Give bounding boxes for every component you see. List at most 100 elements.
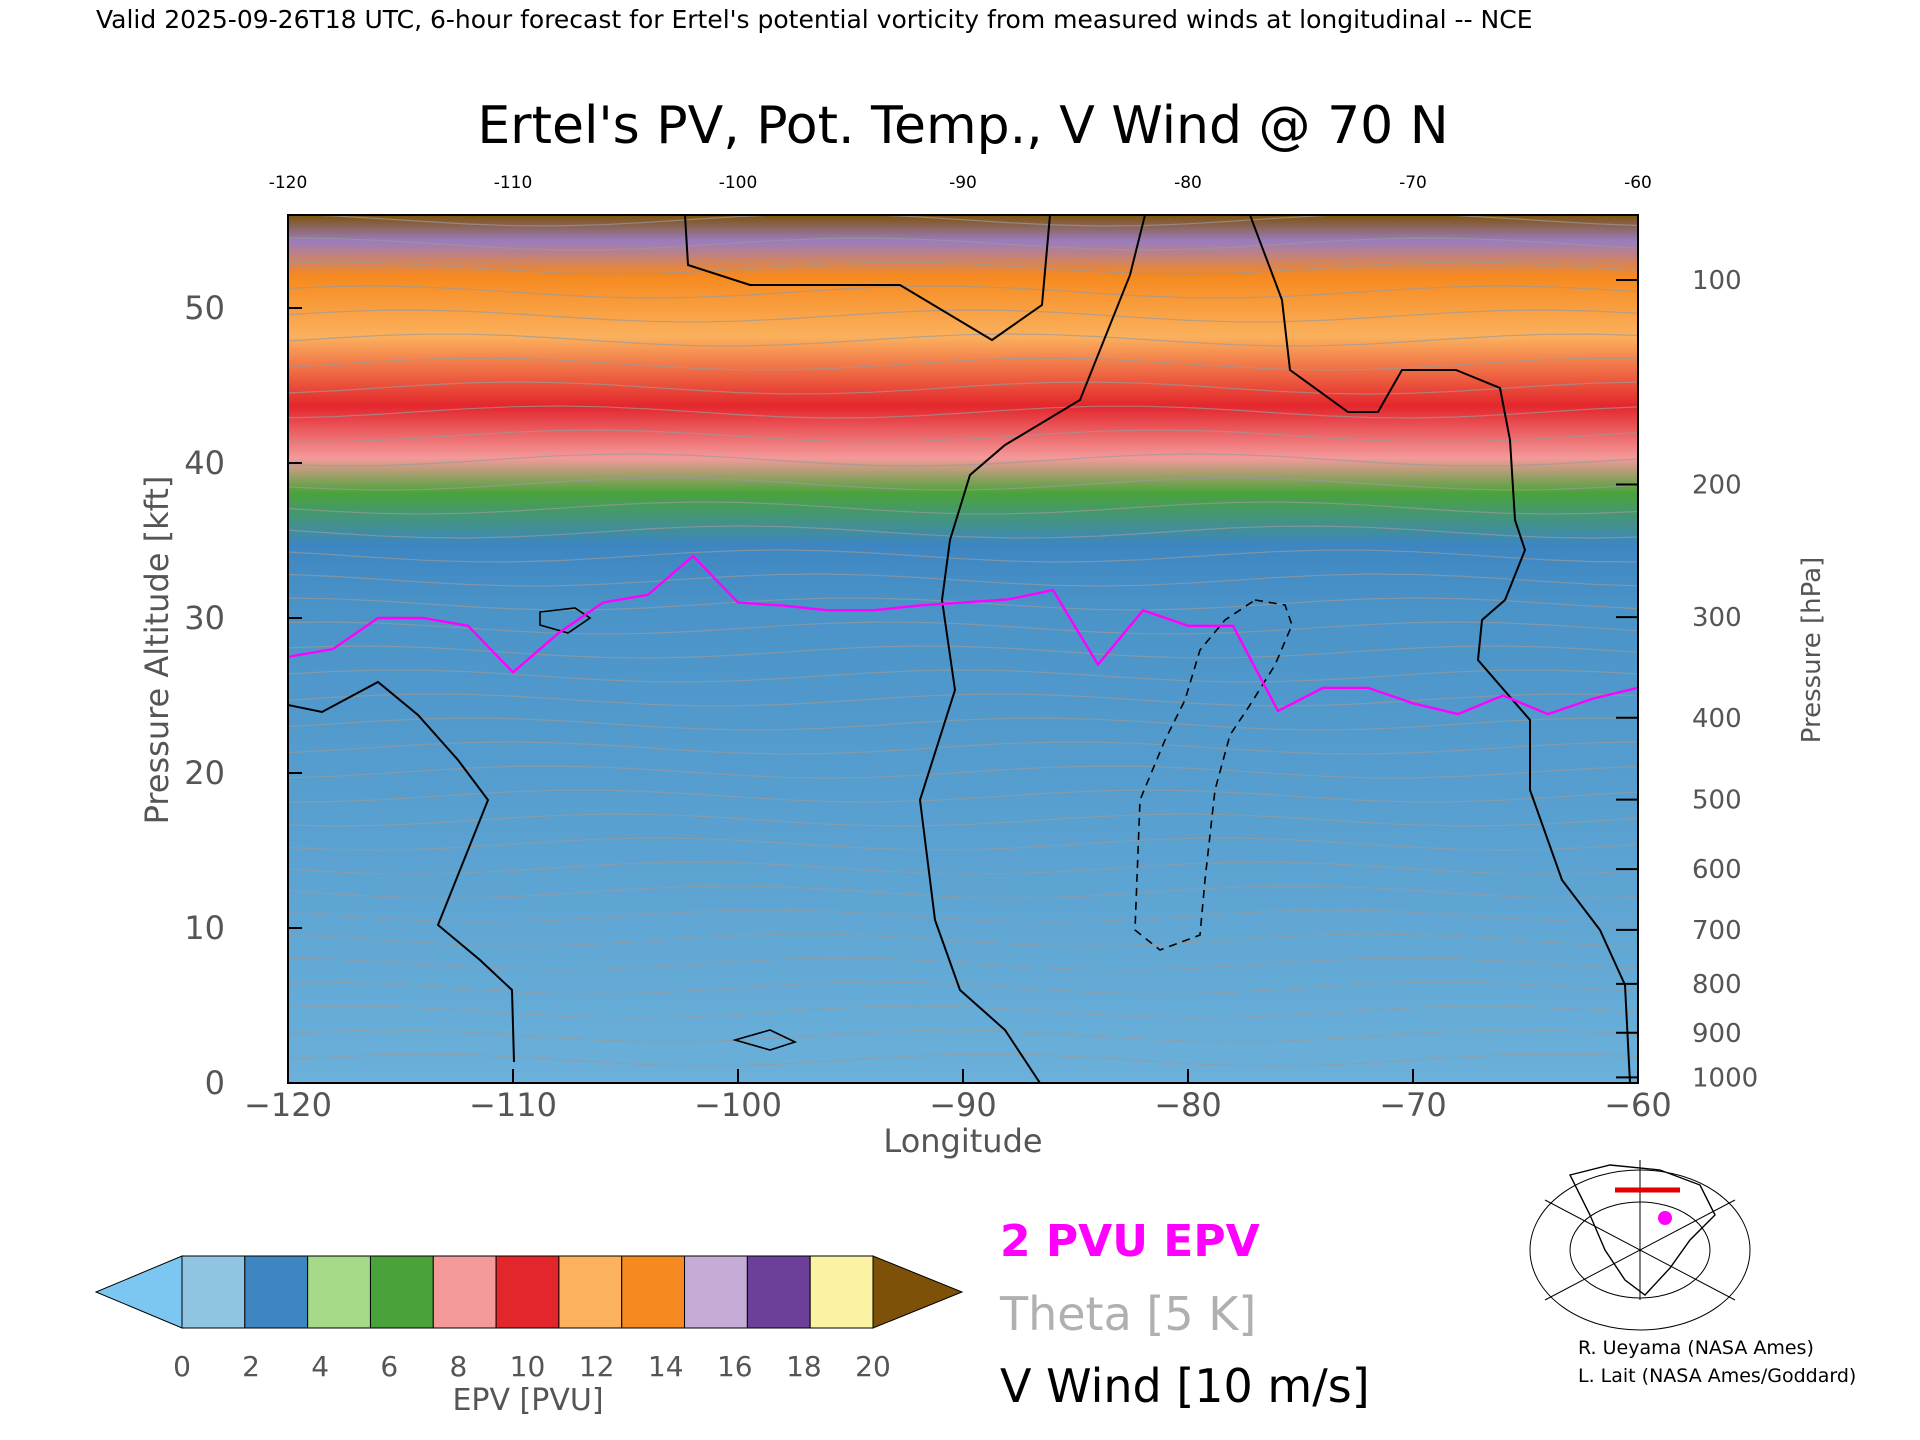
x-tick-label: −110 bbox=[469, 1086, 557, 1124]
legend-vwind: V Wind [10 m/s] bbox=[1000, 1359, 1370, 1413]
colorbar-segment bbox=[621, 1255, 686, 1329]
theta-contour bbox=[288, 909, 1638, 923]
y-axis-title-right: Pressure [hPa] bbox=[1797, 557, 1827, 744]
y-axis-title-left: Pressure Altitude [kft] bbox=[138, 476, 176, 825]
theta-contour bbox=[288, 549, 1638, 563]
theta-contour bbox=[288, 621, 1638, 635]
theta-contour bbox=[288, 717, 1638, 731]
theta-contour bbox=[288, 405, 1638, 419]
top-tick-label: -60 bbox=[1624, 173, 1652, 193]
wind-contour-zero-west bbox=[288, 680, 515, 1063]
x-axis-title: Longitude bbox=[883, 1122, 1042, 1160]
colorbar-label: EPV [PVU] bbox=[452, 1383, 603, 1418]
x-tick-label: −70 bbox=[1379, 1086, 1447, 1124]
colorbar-segment bbox=[432, 1255, 497, 1329]
x-tick-label: −100 bbox=[694, 1086, 782, 1124]
colorbar-tick-label: 2 bbox=[242, 1350, 260, 1383]
colorbar-tick-label: 4 bbox=[311, 1350, 329, 1383]
colorbar-tick-label: 6 bbox=[380, 1350, 398, 1383]
colorbar-segment bbox=[307, 1255, 371, 1329]
colorbar-tick-label: 20 bbox=[855, 1350, 891, 1383]
theta-contour bbox=[288, 381, 1638, 395]
pressure-tick-label: 200 bbox=[1692, 470, 1742, 500]
theta-contour bbox=[288, 741, 1638, 755]
colorbar: 0 2 4 6 8 10 12 14 16 18 20 bbox=[94, 1255, 964, 1383]
credit-line-1: R. Ueyama (NASA Ames) bbox=[1578, 1337, 1814, 1359]
chart-title: Ertel's PV, Pot. Temp., V Wind @ 70 N bbox=[477, 96, 1448, 156]
theta-contour bbox=[288, 645, 1638, 659]
y-tick-label: 40 bbox=[184, 444, 225, 482]
colorbar-segment bbox=[181, 1255, 246, 1329]
pressure-tick-label: 300 bbox=[1692, 603, 1742, 633]
theta-contour bbox=[288, 861, 1638, 875]
locator-map bbox=[1529, 1150, 1751, 1331]
theta-contour bbox=[288, 309, 1638, 323]
x-tick-label: −60 bbox=[1604, 1086, 1672, 1124]
wind-contour-zero-mid bbox=[918, 215, 1146, 1083]
theta-contour bbox=[288, 429, 1638, 443]
plot-area bbox=[288, 215, 1638, 1083]
theta-contour bbox=[288, 885, 1638, 899]
colorbar-segment bbox=[684, 1255, 748, 1329]
credit-line-2: L. Lait (NASA Ames/Goddard) bbox=[1578, 1365, 1857, 1387]
pressure-tick-label: 700 bbox=[1692, 916, 1742, 946]
pv-2pvu-polyline bbox=[288, 554, 1638, 716]
theta-contour bbox=[288, 837, 1638, 851]
pressure-tick-label: 600 bbox=[1692, 855, 1742, 885]
x-tick-label: −80 bbox=[1154, 1086, 1222, 1124]
axes: −120 -120 −110 -110 −100 -100 −90 -90 −80 -80 −70 -… bbox=[184, 173, 1758, 1124]
theta-contour bbox=[288, 765, 1638, 779]
y-tick-label: 20 bbox=[184, 754, 225, 792]
x-tick-label: −90 bbox=[929, 1086, 997, 1124]
theta-contour bbox=[288, 285, 1638, 299]
colorbar-segment bbox=[809, 1255, 874, 1329]
pressure-tick-label: 1000 bbox=[1692, 1063, 1758, 1093]
colorbar-tick-label: 8 bbox=[449, 1350, 467, 1383]
wind-contour-neg10 bbox=[1134, 599, 1293, 951]
pressure-tick-label: 800 bbox=[1692, 970, 1742, 1000]
theta-contour bbox=[288, 573, 1638, 587]
theta-contour bbox=[288, 501, 1638, 515]
colorbar-tick-label: 10 bbox=[510, 1350, 546, 1383]
wind-contour-zero-east bbox=[1249, 215, 1631, 1083]
colorbar-over-triangle bbox=[872, 1255, 964, 1329]
colorbar-segment bbox=[369, 1255, 434, 1329]
legend-theta: Theta [5 K] bbox=[999, 1287, 1256, 1341]
colorbar-segment bbox=[495, 1255, 560, 1329]
theta-contour bbox=[288, 477, 1638, 491]
theta-contour bbox=[288, 333, 1638, 347]
colorbar-tick-label: 12 bbox=[579, 1350, 615, 1383]
top-tick-label: -110 bbox=[494, 173, 533, 193]
top-tick-label: -90 bbox=[949, 173, 977, 193]
y-tick-label: 30 bbox=[184, 599, 225, 637]
y-tick-label: 0 bbox=[205, 1064, 225, 1102]
colorbar-tick-label: 0 bbox=[173, 1350, 191, 1383]
theta-contour bbox=[288, 237, 1638, 251]
colorbar-segment bbox=[746, 1255, 811, 1329]
colorbar-segment bbox=[244, 1255, 309, 1329]
top-tick-label: -70 bbox=[1399, 173, 1427, 193]
colorbar-tick-label: 14 bbox=[648, 1350, 684, 1383]
wind-contour-zero-center bbox=[684, 215, 1051, 342]
y-tick-label: 10 bbox=[184, 909, 225, 947]
pv-2pvu-line bbox=[288, 554, 1638, 716]
top-tick-label: -80 bbox=[1174, 173, 1202, 193]
theta-contour bbox=[288, 261, 1638, 275]
legend-2pvu: 2 PVU EPV bbox=[1000, 1216, 1260, 1267]
top-tick-label: -100 bbox=[719, 173, 758, 193]
theta-contour bbox=[290, 215, 1638, 227]
y-tick-label: 50 bbox=[184, 289, 225, 327]
wind-contour-pos10-surface bbox=[732, 1029, 798, 1051]
theta-contour bbox=[288, 957, 1638, 971]
colorbar-tick-label: 16 bbox=[717, 1350, 753, 1383]
theta-contour bbox=[288, 357, 1638, 371]
theta-contour bbox=[288, 669, 1638, 683]
x-tick-label: −120 bbox=[244, 1086, 332, 1124]
theta-contour bbox=[288, 453, 1638, 467]
pressure-tick-label: 500 bbox=[1692, 786, 1742, 816]
theta-contour bbox=[288, 813, 1638, 827]
colorbar-under-triangle bbox=[94, 1255, 183, 1329]
pv-field bbox=[288, 215, 1638, 1083]
wind-contour-pos10-small bbox=[539, 607, 592, 634]
